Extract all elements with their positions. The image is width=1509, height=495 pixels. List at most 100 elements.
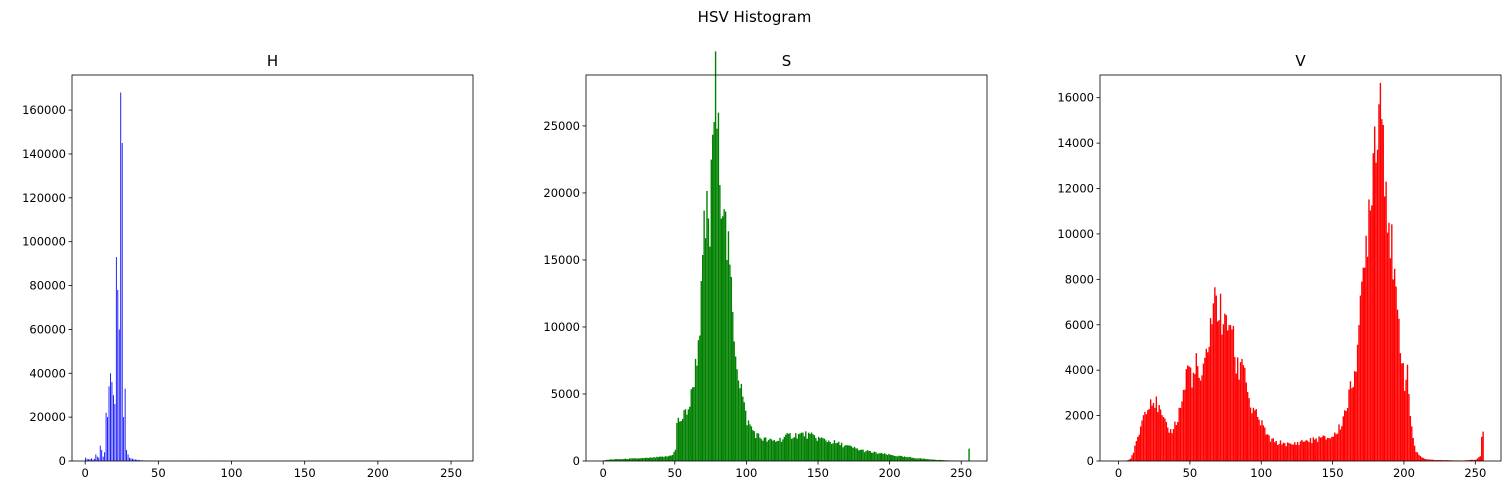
- histogram-bar: [1399, 353, 1402, 461]
- histogram-bar: [1468, 460, 1470, 461]
- histogram-bar: [1185, 369, 1187, 461]
- histogram-bar: [819, 438, 821, 461]
- histogram-bar: [716, 128, 718, 461]
- x-tick-label: 50: [667, 466, 682, 480]
- histogram-bar: [1469, 459, 1471, 461]
- histogram-bar: [881, 452, 883, 461]
- histogram-bar: [1189, 367, 1192, 461]
- histogram-bar: [855, 448, 857, 461]
- histogram-bar: [1312, 437, 1315, 461]
- histogram-bar: [1249, 407, 1252, 461]
- histogram-bar: [850, 446, 853, 461]
- histogram-bar: [717, 112, 720, 462]
- y-tick-label: 15000: [543, 253, 580, 267]
- histogram-bar: [1127, 460, 1129, 461]
- histogram-bar: [1219, 293, 1222, 461]
- histogram-bar: [1411, 426, 1413, 461]
- histogram-bar: [89, 459, 91, 461]
- histogram-bar: [1426, 459, 1429, 461]
- histogram-bar: [1309, 438, 1312, 461]
- histogram-bar: [848, 445, 850, 461]
- histogram-bar: [1224, 313, 1226, 461]
- histogram-bar: [1471, 459, 1473, 461]
- histogram-bar: [1334, 432, 1336, 461]
- histogram-bar: [832, 443, 834, 461]
- histogram-bar: [1209, 318, 1212, 461]
- histogram-bar: [606, 459, 608, 461]
- histogram-bar: [915, 458, 917, 461]
- histogram-bar: [876, 453, 879, 461]
- histogram-bar: [882, 454, 884, 461]
- histogram-bar: [1284, 443, 1286, 461]
- histogram-bar: [617, 459, 619, 461]
- histogram-bar: [1332, 436, 1334, 461]
- histogram-bar: [1254, 410, 1256, 461]
- histogram-bar: [775, 441, 777, 461]
- histogram-bar: [666, 456, 668, 461]
- histogram-bar: [651, 457, 654, 461]
- x-tick-label: 150: [807, 466, 829, 480]
- histogram-bar: [669, 455, 671, 461]
- x-tick-label: 0: [600, 466, 607, 480]
- histogram-bar: [659, 456, 661, 461]
- histogram-bar: [697, 340, 700, 461]
- y-tick-label: 8000: [1065, 272, 1094, 286]
- histogram-bar: [816, 440, 818, 461]
- histogram-bar: [941, 460, 943, 461]
- histogram-bar: [902, 456, 904, 461]
- histogram-bar: [111, 382, 113, 461]
- histogram-bar: [896, 456, 899, 461]
- histogram-bar: [1137, 436, 1139, 461]
- histogram-bar: [1329, 438, 1332, 461]
- histogram-bar: [1443, 460, 1446, 461]
- histogram-bar: [1419, 455, 1422, 461]
- histogram-bar: [869, 451, 871, 461]
- histogram-bar: [1255, 408, 1257, 461]
- histogram-bar: [726, 260, 728, 461]
- histogram-bar: [1195, 353, 1197, 461]
- histogram-bar: [657, 457, 659, 461]
- histogram-bar: [879, 453, 881, 461]
- histogram-bar: [1215, 295, 1217, 461]
- histogram-bar: [833, 440, 836, 461]
- histogram-bar: [667, 456, 670, 461]
- histogram-bar: [1269, 441, 1272, 461]
- y-tick-label: 40000: [29, 366, 66, 380]
- histogram-bar: [1395, 286, 1397, 461]
- histogram-bar: [908, 456, 910, 461]
- histogram-bar: [1187, 365, 1189, 461]
- histogram-bar: [99, 445, 101, 461]
- histogram-bar: [1276, 445, 1279, 461]
- histogram-bar: [1401, 363, 1403, 461]
- histogram-bar: [797, 434, 800, 461]
- histogram-bar: [671, 454, 674, 461]
- histogram-bar: [1481, 436, 1483, 461]
- histogram-bar: [916, 458, 919, 461]
- histogram-bar: [1371, 205, 1373, 461]
- histogram-bar: [1439, 460, 1442, 461]
- histogram-bar: [872, 452, 874, 461]
- histogram-bar: [1379, 82, 1382, 461]
- histogram-bar: [742, 396, 744, 461]
- histogram-bar: [727, 231, 730, 461]
- y-tick-label: 100000: [22, 235, 66, 249]
- y-tick-label: 14000: [1057, 136, 1094, 150]
- y-tick-label: 120000: [22, 191, 66, 205]
- histogram-bar: [740, 383, 743, 461]
- histogram-bar: [1228, 324, 1230, 461]
- histogram-bar: [1241, 358, 1243, 461]
- x-tick-label: 0: [82, 466, 89, 480]
- x-tick-label: 100: [221, 466, 243, 480]
- histogram-bar: [1358, 325, 1360, 461]
- histogram-bar: [1416, 452, 1419, 461]
- y-tick-label: 25000: [543, 119, 580, 133]
- y-tick-label: 20000: [543, 186, 580, 200]
- histogram-bar: [133, 459, 135, 461]
- histogram-bar: [680, 420, 682, 461]
- histogram-bar: [686, 414, 688, 461]
- histogram-bar: [1473, 459, 1476, 461]
- histogram-bar: [1171, 433, 1173, 461]
- histogram-bar: [132, 458, 133, 461]
- histogram-bar: [1365, 235, 1367, 461]
- histogram-bar: [912, 457, 914, 461]
